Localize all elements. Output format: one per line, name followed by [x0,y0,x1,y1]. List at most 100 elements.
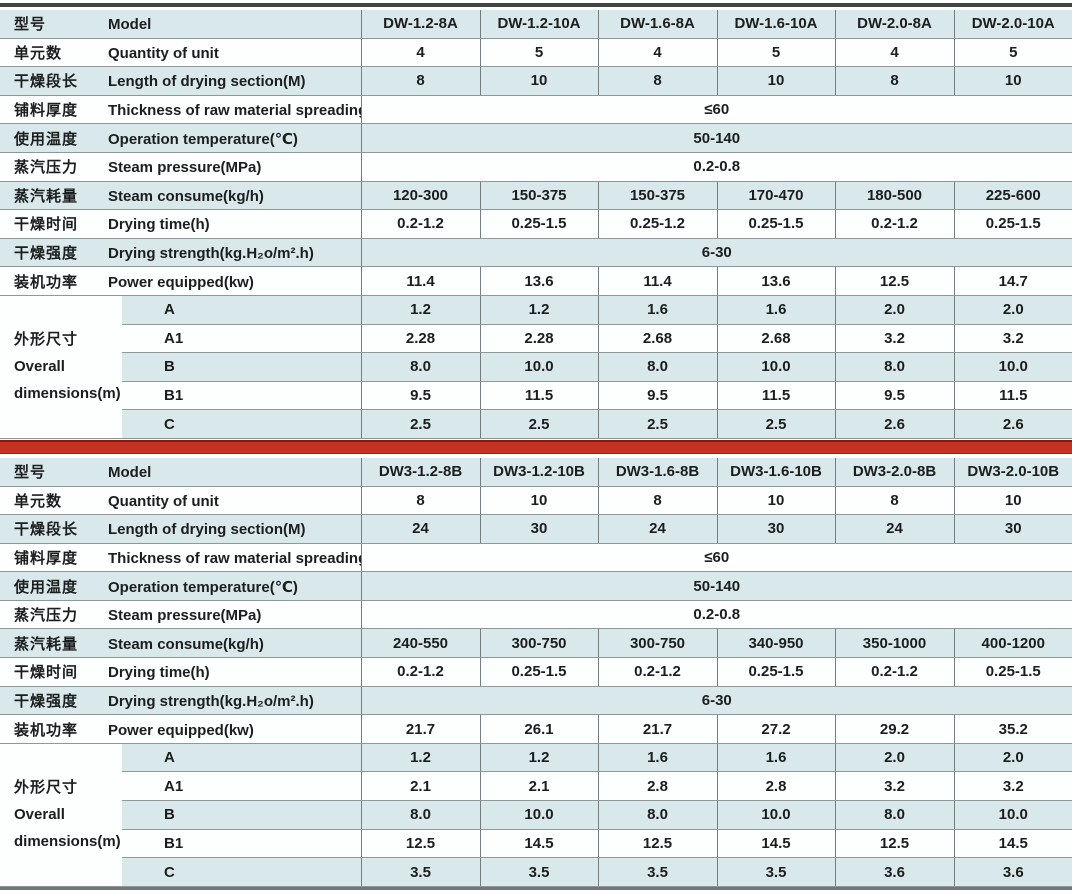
row-label-zh-drying-strength: 干燥强度 [14,245,79,263]
row-label-en-steam-consume: Steam consume(kg/h) [108,635,264,653]
cell-dim-a1-col2: 2.1 [479,771,598,802]
cell-power-equipped-col2: 13.6 [479,266,598,296]
row-label-quantity-of-unit: 单元数 Quantity of unit [0,38,361,68]
table-row-quantity-of-unit: 单元数 Quantity of unit 4 5 4 5 4 5 [0,38,1072,68]
cell-power-equipped-col6: 14.7 [953,266,1072,296]
cell-steam-consume-col5: 180-500 [834,181,954,211]
cell-dim-c-col5: 3.6 [834,857,954,887]
table-row-steam-consume: 蒸汽耗量 Steam consume(kg/h) 120-300 150-375 150… [0,181,1072,211]
cell-dim-c-col2: 2.5 [479,409,598,439]
cell-steam-consume-col4: 170-470 [716,181,835,211]
row-label-zh-operation-temperature: 使用温度 [14,578,79,596]
spec-table-b: 型号 Model DW3-1.2-8B DW3-1.2-10B DW3-1.6-8B DW… [0,457,1072,887]
cell-dim-b1-col2: 11.5 [479,381,598,411]
cell-quantity-of-unit-col1: 4 [360,38,480,68]
cell-dim-a-col2: 1.2 [479,743,598,773]
cell-drying-section-length-col6: 10 [953,66,1072,96]
cell-power-equipped-col2: 26.1 [479,714,598,744]
cell-dim-c-col1: 3.5 [360,857,480,887]
row-label-spreading-thickness: 铺料厚度 Thickness of raw material spreading(… [0,95,361,125]
dim-sublabel-a: A [122,295,361,325]
cell-power-equipped-col4: 13.6 [716,266,835,296]
cell-power-equipped-col1: 11.4 [360,266,480,296]
cell-dim-b-col6: 10.0 [953,800,1072,830]
cell-dim-a1-col5: 3.2 [834,324,954,354]
row-label-zh-power-equipped: 装机功率 [14,273,79,291]
cell-dim-b1-col1: 9.5 [360,381,480,411]
cell-dim-a1-col1: 2.28 [360,324,480,354]
cell-drying-section-length-col4: 30 [716,514,835,544]
cell-steam-consume-col2: 300-750 [479,628,598,659]
cell-model-col6: DW-2.0-10A [953,10,1072,39]
row-label-zh-drying-section-length: 干燥段长 [14,521,79,539]
table-row-drying-strength: 干燥强度 Drying strength(kg.H₂o/m².h) 6-30 [0,686,1072,716]
cell-dim-b1-col5: 12.5 [834,829,954,859]
cell-drying-time-col3: 0.2-1.2 [597,657,717,687]
cell-dim-a-col4: 1.6 [716,743,835,773]
table-row-drying-time: 干燥时间 Drying time(h) 0.2-1.2 0.25-1.5 0.2-1.2… [0,657,1072,687]
cell-drying-section-length-col3: 8 [597,66,717,96]
dims-label-en-line2: dimensions(m) [14,385,121,403]
cell-dim-a1-col3: 2.8 [597,771,717,802]
cell-drying-section-length-col3: 24 [597,514,717,544]
cell-drying-section-length-col4: 10 [716,66,835,96]
table-row-dim-b: B 8.0 10.0 8.0 10.0 8.0 10.0 [0,800,1072,830]
table-row-dim-a1: A1 2.1 2.1 2.8 2.8 3.2 3.2 [0,771,1072,802]
cell-steam-consume-col6: 225-600 [953,181,1072,211]
row-label-steam-consume: 蒸汽耗量 Steam consume(kg/h) [0,181,361,211]
cell-dim-c-col2: 3.5 [479,857,598,887]
cell-dim-b-col4: 10.0 [716,352,835,382]
row-label-en-quantity-of-unit: Quantity of unit [108,492,219,510]
row-label-en-quantity-of-unit: Quantity of unit [108,44,219,62]
cell-dim-b1-col3: 9.5 [597,381,717,411]
cell-steam-consume-col3: 150-375 [597,181,717,211]
cell-drying-section-length-col2: 10 [479,66,598,96]
dim-sublabel-b: B [122,352,361,382]
cell-spreading-thickness-merged: ≤60 [360,543,1072,573]
table-row-dim-a: 外形尺寸 Overall dimensions(m) A 1.2 1.2 1.6 1.6 2.0… [0,295,1072,439]
cell-operation-temperature-merged: 50-140 [360,571,1072,601]
cell-drying-section-length-col2: 30 [479,514,598,544]
table-row-operation-temperature: 使用温度 Operation temperature(℃) 50-140 [0,123,1072,153]
dim-sublabel-b: B [122,800,361,830]
cell-steam-consume-col4: 340-950 [716,628,835,659]
cell-drying-time-col6: 0.25-1.5 [953,209,1072,239]
cell-drying-time-col2: 0.25-1.5 [479,209,598,239]
cell-dim-b-col5: 8.0 [834,800,954,830]
cell-dim-c-col1: 2.5 [360,409,480,439]
dim-sublabel-c: C [122,857,361,887]
cell-dim-b-col3: 8.0 [597,352,717,382]
cell-dim-a-col3: 1.6 [597,743,717,773]
table-row-model: 型号 Model DW-1.2-8A DW-1.2-10A DW-1.6-8A DW-1.… [0,10,1072,39]
row-label-steam-pressure: 蒸汽压力 Steam pressure(MPa) [0,600,361,630]
row-label-zh-drying-strength: 干燥强度 [14,692,79,710]
cell-quantity-of-unit-col5: 4 [834,38,954,68]
table-row-steam-pressure: 蒸汽压力 Steam pressure(MPa) 0.2-0.8 [0,600,1072,630]
cell-model-col2: DW3-1.2-10B [479,457,598,487]
row-label-zh-power-equipped: 装机功率 [14,721,79,739]
row-label-zh-drying-section-length: 干燥段长 [14,73,79,91]
row-label-drying-time: 干燥时间 Drying time(h) [0,209,361,239]
cell-quantity-of-unit-col4: 10 [716,486,835,516]
cell-drying-section-length-col1: 24 [360,514,480,544]
row-label-drying-strength: 干燥强度 Drying strength(kg.H₂o/m².h) [0,686,361,716]
row-label-en-steam-consume: Steam consume(kg/h) [108,187,264,205]
row-label-drying-time: 干燥时间 Drying time(h) [0,657,361,687]
row-label-drying-section-length: 干燥段长 Length of drying section(M) [0,514,361,544]
cell-dim-b-col6: 10.0 [953,352,1072,382]
cell-dim-c-col3: 2.5 [597,409,717,439]
cell-dim-b1-col3: 12.5 [597,829,717,859]
table-row-dim-b1: B1 9.5 11.5 9.5 11.5 9.5 11.5 [0,381,1072,411]
row-label-en-power-equipped: Power equipped(kw) [108,273,254,291]
row-label-en-drying-section-length: Length of drying section(M) [108,521,306,539]
table-row-steam-consume: 蒸汽耗量 Steam consume(kg/h) 240-550 300-750 300… [0,628,1072,659]
table-row-dim-a: 外形尺寸 Overall dimensions(m) A 1.2 1.2 1.6 1.6 2.0… [0,743,1072,887]
table-row-dim-c: C 2.5 2.5 2.5 2.5 2.6 2.6 [0,409,1072,439]
dim-sublabel-c: C [122,409,361,439]
cell-dim-a-col5: 2.0 [834,295,954,325]
cell-dim-b1-col1: 12.5 [360,829,480,859]
row-label-en-model: Model [108,464,152,482]
cell-quantity-of-unit-col5: 8 [834,486,954,516]
row-label-en-drying-strength: Drying strength(kg.H₂o/m².h) [108,692,314,710]
dim-sublabel-b1: B1 [122,829,361,859]
